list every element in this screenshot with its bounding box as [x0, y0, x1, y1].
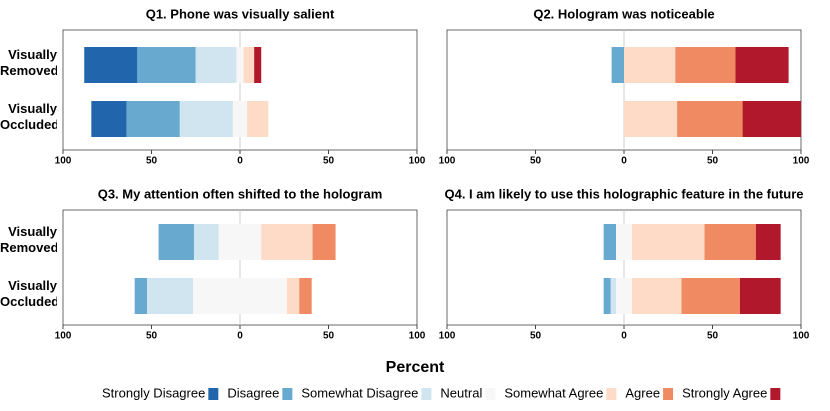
- legend-swatch: [485, 388, 496, 400]
- y-tick-label: Visually Occluded: [0, 101, 57, 132]
- legend-swatch: [421, 388, 432, 400]
- bar-segment: [704, 224, 756, 260]
- x-tick-label: 0: [237, 331, 243, 342]
- legend-label: Strongly Agree: [682, 385, 767, 400]
- legend-label: Agree: [625, 385, 660, 400]
- bar-segment: [261, 224, 313, 260]
- x-tick-label: 50: [146, 156, 158, 167]
- bar-segment: [675, 47, 736, 83]
- bar-segment: [735, 47, 789, 83]
- bar-segment: [603, 224, 617, 260]
- bar-segment: [611, 47, 624, 83]
- bar-segment: [193, 278, 287, 314]
- chart-title: Q1. Phone was visually salient: [146, 6, 335, 21]
- x-tick-label: 50: [707, 331, 719, 342]
- x-tick-label: 50: [323, 331, 335, 342]
- legend-swatch: [606, 388, 617, 400]
- bar-segment: [137, 47, 196, 83]
- x-tick-label: 50: [323, 156, 335, 167]
- bar-segment: [610, 278, 617, 314]
- bar-segment: [247, 101, 269, 137]
- x-tick-label: 100: [55, 331, 72, 342]
- x-tick-label: 100: [439, 156, 456, 167]
- bar-segment: [603, 278, 611, 314]
- x-tick-label: 50: [530, 156, 542, 167]
- x-tick-label: 100: [439, 331, 456, 342]
- category-label-box: Visually Removed: [0, 47, 57, 78]
- x-tick-label: 50: [530, 331, 542, 342]
- bar-segment: [193, 224, 219, 260]
- bar-segment: [236, 47, 244, 83]
- bar-segment: [739, 278, 781, 314]
- bar-segment: [312, 224, 336, 260]
- x-tick-label: 100: [793, 156, 810, 167]
- bar-segment: [158, 224, 194, 260]
- x-tick-label: 100: [409, 156, 426, 167]
- x-axis-label: Percent: [386, 359, 445, 376]
- bar-segment: [84, 47, 138, 83]
- bar-segment: [254, 47, 262, 83]
- bar-segment: [232, 101, 248, 137]
- x-tick-label: 100: [409, 331, 426, 342]
- legend-swatch: [282, 388, 293, 400]
- bar-segment: [134, 278, 148, 314]
- x-tick-label: 100: [55, 156, 72, 167]
- legend-label: Neutral: [440, 385, 482, 400]
- bar-segment: [147, 278, 194, 314]
- bar-segment: [755, 224, 781, 260]
- legend-swatch: [770, 388, 781, 400]
- bar-segment: [631, 278, 682, 314]
- x-tick-label: 100: [793, 331, 810, 342]
- x-tick-label: 50: [146, 331, 158, 342]
- category-label-box: Visually Occluded: [0, 101, 57, 132]
- legend-label: Somewhat Disagree: [301, 385, 418, 400]
- bar-segment: [631, 224, 705, 260]
- x-tick-label: 50: [707, 156, 719, 167]
- legend-swatch: [208, 388, 219, 400]
- bar-segment: [126, 101, 180, 137]
- bar-segment: [677, 101, 743, 137]
- x-tick-label: 0: [621, 331, 627, 342]
- bar-segment: [681, 278, 740, 314]
- bar-segment: [195, 47, 237, 83]
- bar-segment: [624, 47, 676, 83]
- x-tick-label: 0: [621, 156, 627, 167]
- legend-swatch: [663, 388, 674, 400]
- legend-label: Strongly Disagree: [102, 385, 205, 400]
- y-tick-label: Visually Removed: [0, 224, 57, 255]
- y-tick-label: Visually Occluded: [0, 278, 57, 309]
- bar-segment: [299, 278, 312, 314]
- bar-segment: [624, 101, 678, 137]
- legend-label: Somewhat Agree: [504, 385, 603, 400]
- category-label-box: Visually Occluded: [0, 278, 57, 309]
- chart-title: Q3. My attention often shifted to the ho…: [98, 186, 383, 201]
- x-tick-label: 0: [237, 156, 243, 167]
- bar-segment: [91, 101, 127, 137]
- category-label-box: Visually Removed: [0, 224, 57, 255]
- chart-title: Q4. I am likely to use this holographic …: [444, 186, 803, 201]
- y-tick-label: Visually Removed: [0, 47, 57, 78]
- bar-segment: [179, 101, 233, 137]
- bar-segment: [616, 224, 632, 260]
- bar-segment: [286, 278, 300, 314]
- bar-segment: [243, 47, 255, 83]
- bar-segment: [616, 278, 632, 314]
- bar-segment: [218, 224, 262, 260]
- legend-label: Disagree: [227, 385, 279, 400]
- chart-title: Q2. Hologram was noticeable: [533, 6, 714, 21]
- bar-segment: [742, 101, 801, 137]
